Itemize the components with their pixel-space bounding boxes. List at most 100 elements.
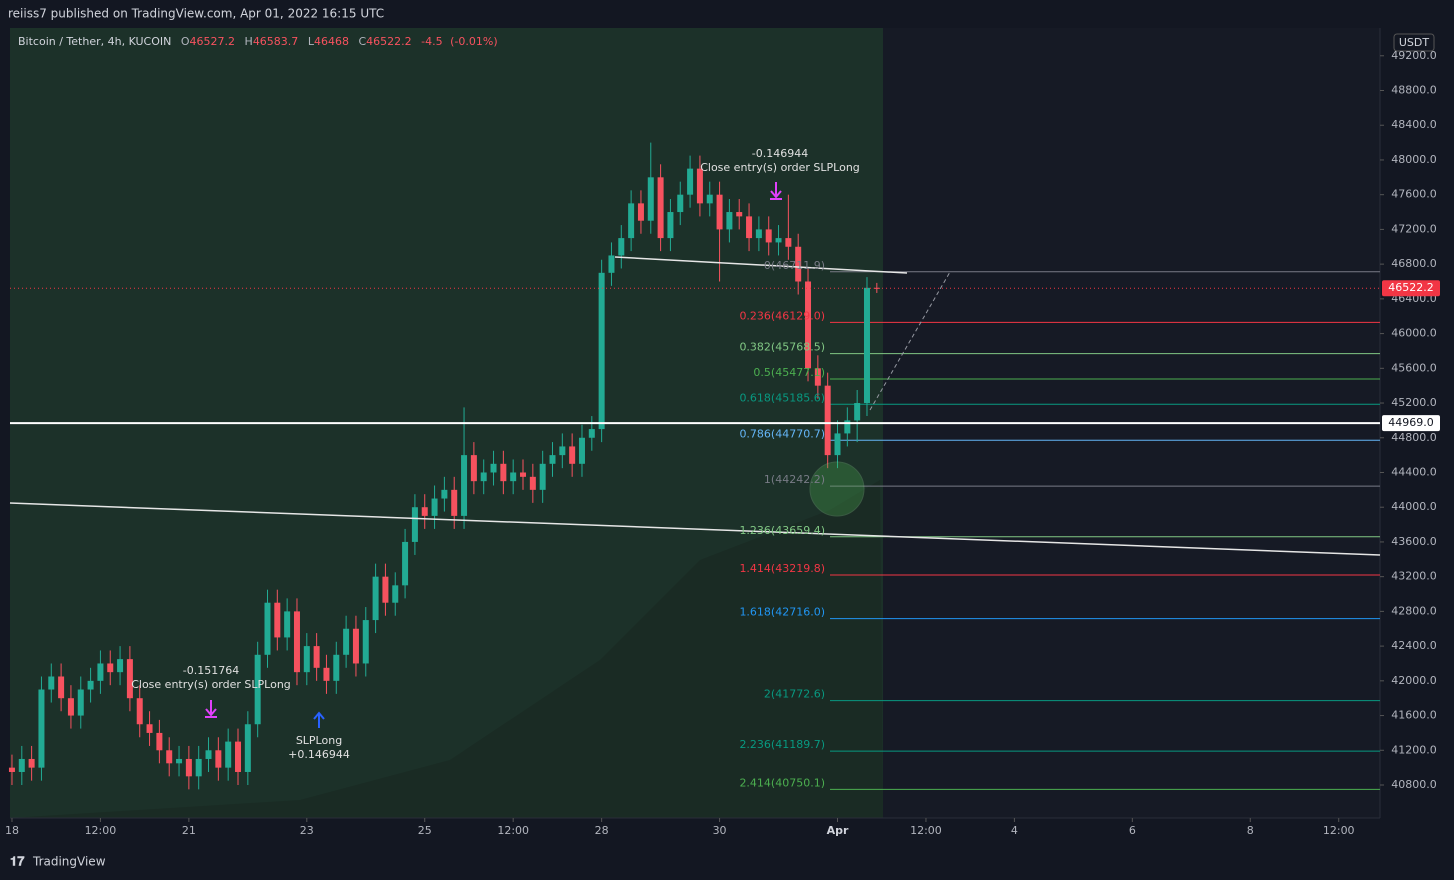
candle-body xyxy=(382,576,389,603)
candle-body xyxy=(411,507,418,542)
candle-body xyxy=(706,194,713,204)
candle-body xyxy=(510,472,517,482)
candle-body xyxy=(844,420,851,434)
x-tick-label: 12:00 xyxy=(85,824,117,837)
symbol: Bitcoin / Tether, 4h, KUCOIN xyxy=(18,35,171,48)
candle-body xyxy=(343,628,350,655)
y-tick-label: 46000.0 xyxy=(1391,327,1437,340)
x-tick-label: 30 xyxy=(713,824,727,837)
fib-label: 0.618(45185.6) xyxy=(739,391,825,404)
header: Bitcoin / Tether, 4h, KUCOIN O46527.2 H4… xyxy=(18,35,498,48)
exit-marker xyxy=(770,182,782,200)
candle-body xyxy=(451,489,458,516)
trendline xyxy=(614,256,908,274)
candle-body xyxy=(746,216,753,239)
annotation: -0.151764 xyxy=(183,664,239,677)
candle-body xyxy=(628,203,635,239)
candle-body xyxy=(569,446,576,464)
candle-body xyxy=(578,437,585,464)
candle-body xyxy=(156,732,163,751)
fib-label: 0.5(45477.1) xyxy=(753,366,825,379)
y-tick-label: 48400.0 xyxy=(1391,118,1437,131)
x-tick-label: 28 xyxy=(595,824,609,837)
candle-body xyxy=(736,212,743,217)
y-tick-label: 44400.0 xyxy=(1391,465,1437,478)
candle-body xyxy=(136,698,143,725)
fib-label: 0.786(44770.7) xyxy=(739,427,825,440)
candle-body xyxy=(303,646,310,673)
x-tick-label: 12:00 xyxy=(497,824,529,837)
candle-body xyxy=(77,689,84,716)
x-tick-label: 8 xyxy=(1247,824,1254,837)
fib-label: 1.414(43219.8) xyxy=(739,562,825,575)
candle-body xyxy=(205,750,212,759)
candle-body xyxy=(185,758,192,777)
y-tick-label: 41600.0 xyxy=(1391,709,1437,722)
candle-body xyxy=(67,698,74,716)
candle-body xyxy=(657,177,664,239)
candle-body xyxy=(244,724,251,772)
currency: USDT xyxy=(1399,36,1430,49)
y-tick-label: 49200.0 xyxy=(1391,49,1437,62)
candle-body xyxy=(8,767,15,772)
candle-body xyxy=(765,229,772,243)
candle-body xyxy=(421,507,428,516)
candle-body xyxy=(323,667,330,681)
x-tick-label: 25 xyxy=(418,824,432,837)
price-tag xyxy=(1382,415,1440,432)
candle-body xyxy=(637,203,644,221)
y-tick-label: 45200.0 xyxy=(1391,396,1437,409)
highlight-circle xyxy=(809,461,865,517)
y-tick-label: 40800.0 xyxy=(1391,778,1437,791)
cloud-area xyxy=(10,480,883,818)
candle-body xyxy=(146,724,153,733)
candle-body xyxy=(58,676,65,699)
y-tick-label: 48800.0 xyxy=(1391,84,1437,97)
candle-body xyxy=(608,255,615,273)
y-tick-label: 45600.0 xyxy=(1391,361,1437,374)
y-tick-label: 46800.0 xyxy=(1391,257,1437,270)
fib-label: 1(44242.2) xyxy=(764,473,825,486)
candle-body xyxy=(333,654,340,681)
candle-body xyxy=(362,620,369,664)
fib-label: 0.382(45768.5) xyxy=(739,341,825,354)
y-tick-label: 47600.0 xyxy=(1391,188,1437,201)
trendline xyxy=(9,502,1381,556)
candle-body xyxy=(500,463,507,482)
logo: TradingView xyxy=(32,855,106,869)
change: -4.5 xyxy=(421,35,442,48)
fib-label: 2(41772.6) xyxy=(764,688,825,701)
currency-box xyxy=(1393,33,1435,52)
candle-body xyxy=(716,194,723,230)
candle-body xyxy=(313,646,320,668)
fib-label: 2.414(40750.1) xyxy=(739,776,825,789)
candle-body xyxy=(480,472,487,482)
y-tick-label: 48000.0 xyxy=(1391,153,1437,166)
x-tick-label: 12:00 xyxy=(910,824,942,837)
x-tick-label: 18 xyxy=(5,824,19,837)
ohlc-value: 46468 xyxy=(314,35,349,48)
candle-body xyxy=(598,272,605,430)
candle-body xyxy=(87,680,94,690)
candle-body xyxy=(696,168,703,204)
candle-body xyxy=(461,455,468,516)
candle-body xyxy=(235,741,242,772)
candle-body xyxy=(618,238,625,256)
candle-body xyxy=(254,654,261,725)
candle-body xyxy=(97,663,104,681)
candle-body xyxy=(667,212,674,239)
candle-body xyxy=(107,663,114,673)
candle-body xyxy=(431,498,438,516)
x-tick-label: Apr xyxy=(827,824,849,837)
ohlc-prefix: L xyxy=(308,35,315,48)
price-tag-label: 46522.2 xyxy=(1388,281,1434,294)
annotation: SLPLong xyxy=(296,734,342,747)
y-tick-label: 44000.0 xyxy=(1391,500,1437,513)
candle-body xyxy=(38,689,45,768)
candle-body xyxy=(18,758,25,772)
projection-line xyxy=(869,271,951,411)
candle-body xyxy=(117,659,124,673)
candle-body xyxy=(824,385,831,456)
candle-body xyxy=(588,429,595,438)
x-tick-label: 21 xyxy=(182,824,196,837)
